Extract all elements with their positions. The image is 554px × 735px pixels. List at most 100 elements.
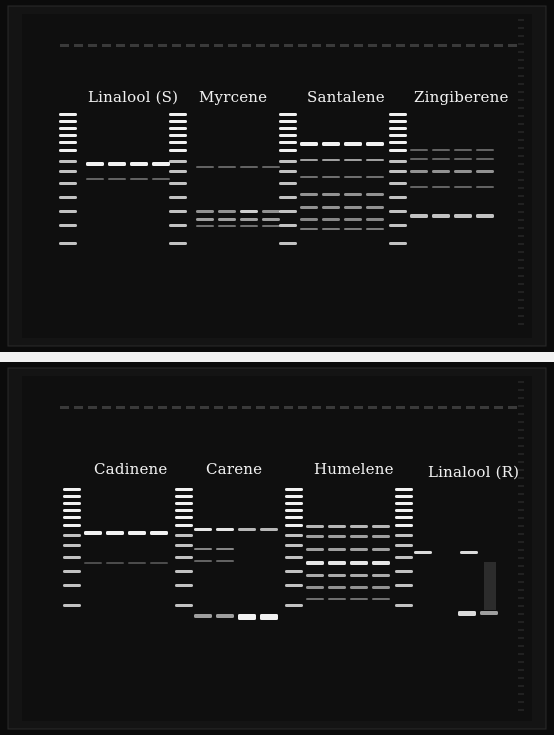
gel-well	[480, 406, 489, 409]
gel-band	[262, 166, 280, 168]
ladder-band	[279, 141, 297, 144]
gel-band	[86, 162, 104, 166]
gel-band	[128, 562, 146, 564]
ladder-band	[285, 544, 303, 547]
ladder-band	[285, 502, 303, 505]
ladder-band	[59, 224, 77, 227]
ladder-band	[175, 534, 193, 537]
ladder-band	[279, 182, 297, 185]
gel-band	[306, 574, 324, 577]
panel-divider	[0, 352, 554, 362]
ladder-band	[285, 556, 303, 559]
gel-band	[218, 166, 236, 168]
gel-well	[214, 406, 223, 409]
gel-band	[372, 561, 390, 565]
gel-well	[326, 406, 335, 409]
ladder-band	[279, 170, 297, 173]
gel-well	[88, 44, 97, 47]
gel-surface	[22, 376, 532, 721]
ladder-band	[175, 570, 193, 573]
gel-band	[86, 178, 104, 180]
ladder-band	[279, 120, 297, 123]
gel-band	[216, 528, 234, 531]
gel-band	[350, 598, 368, 600]
ladder-band	[389, 127, 407, 130]
ladder-band	[169, 196, 187, 199]
gel-well	[172, 406, 181, 409]
gel-well	[298, 406, 307, 409]
gel-image-bottom: Cadinene Carene Humelene Linalool (R)	[0, 362, 554, 735]
ladder-band	[169, 182, 187, 185]
gel-well	[284, 44, 293, 47]
ladder-band	[63, 556, 81, 559]
ladder-band	[63, 502, 81, 505]
gel-well	[270, 44, 279, 47]
gel-well	[424, 44, 433, 47]
gel-well	[396, 406, 405, 409]
gel-well	[298, 44, 307, 47]
gel-band	[196, 166, 214, 168]
gel-well	[340, 406, 349, 409]
ladder-band	[279, 127, 297, 130]
lane-label-cadinene: Cadinene	[94, 460, 168, 478]
gel-band	[366, 228, 384, 230]
gel-well	[130, 406, 139, 409]
ladder-band	[285, 570, 303, 573]
gel-well	[102, 44, 111, 47]
gel-well	[508, 406, 517, 409]
ladder-band	[169, 149, 187, 152]
gel-band	[372, 574, 390, 577]
gel-well	[256, 406, 265, 409]
lane-label-myrcene: Myrcene	[199, 88, 267, 106]
ladder-band	[285, 509, 303, 512]
gel-well	[158, 406, 167, 409]
ladder-band	[395, 544, 413, 547]
ladder-band	[279, 113, 297, 116]
gel-band	[454, 214, 472, 218]
gel-band	[454, 158, 472, 160]
ladder-band	[175, 516, 193, 519]
gel-band	[350, 574, 368, 577]
ladder-band	[59, 160, 77, 163]
gel-well	[466, 406, 475, 409]
gel-band	[366, 206, 384, 209]
gel-band	[454, 170, 472, 173]
ladder-band	[175, 524, 193, 527]
ladder-band	[175, 544, 193, 547]
ladder-band	[395, 534, 413, 537]
gel-well	[438, 44, 447, 47]
ladder-band	[59, 242, 77, 245]
ladder-band	[279, 210, 297, 213]
gel-band	[322, 159, 340, 161]
gel-band	[328, 548, 346, 551]
gel-band	[300, 176, 318, 178]
gel-band	[322, 176, 340, 178]
ladder-band	[63, 534, 81, 537]
ladder-band	[169, 160, 187, 163]
lane-label-humelene: Humelene	[314, 460, 394, 478]
lane-label-carene: Carene	[206, 460, 262, 478]
gel-band	[350, 561, 368, 565]
gel-band	[240, 218, 258, 221]
gel-well	[312, 44, 321, 47]
ladder-band	[169, 120, 187, 123]
gel-well	[228, 406, 237, 409]
gel-image-top: Linalool (S) Myrcene Santalene Zingibere…	[0, 0, 554, 352]
gel-band	[194, 528, 212, 531]
gel-well	[340, 44, 349, 47]
ladder-band	[389, 224, 407, 227]
ladder-band	[175, 509, 193, 512]
ladder-band	[169, 134, 187, 137]
ladder-band	[63, 488, 81, 491]
gel-band	[306, 535, 324, 538]
gel-band	[238, 528, 256, 531]
gel-band	[306, 548, 324, 551]
gel-band	[350, 535, 368, 538]
gel-well	[200, 406, 209, 409]
gel-band	[300, 159, 318, 161]
ladder-band	[279, 242, 297, 245]
gel-band	[262, 218, 280, 221]
gel-band	[240, 166, 258, 168]
ladder-band	[389, 134, 407, 137]
gel-band	[432, 186, 450, 188]
